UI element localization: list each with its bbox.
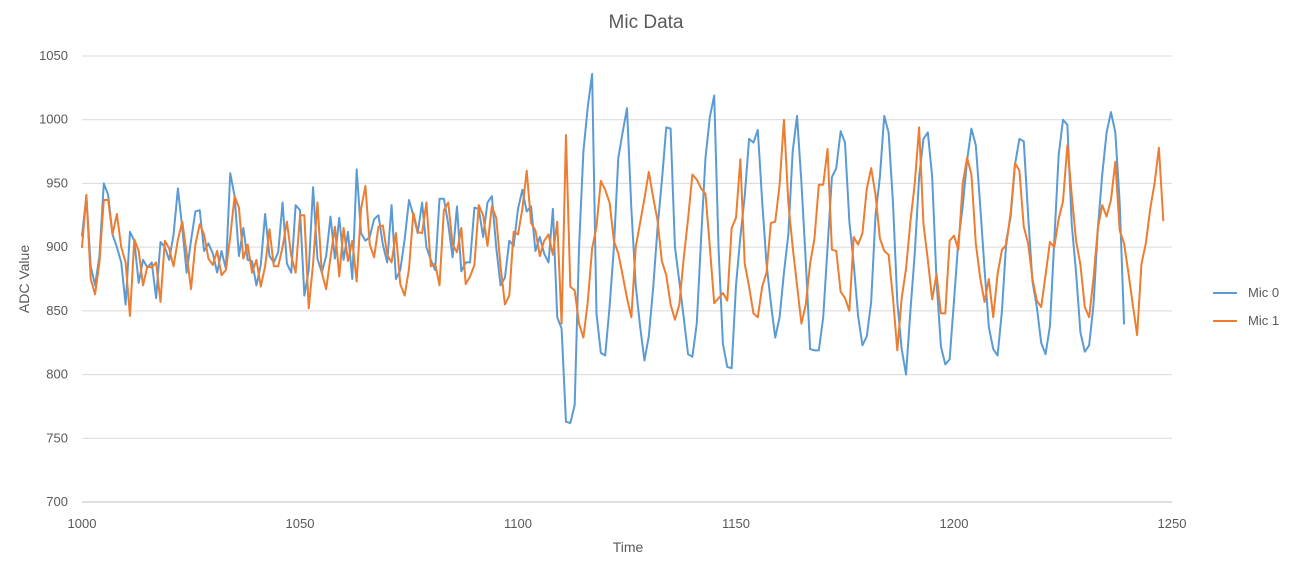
series-line-mic-1 (81, 118, 1165, 352)
y-tick-label: 1000 (39, 112, 68, 127)
y-tick-label: 1050 (39, 48, 68, 63)
y-tick-label: 800 (46, 367, 68, 382)
series-line-mic-0 (81, 72, 1126, 424)
y-axis-title: ADC Value (16, 245, 32, 313)
y-tick-label: 900 (46, 239, 68, 254)
y-tick-label: 700 (46, 494, 68, 509)
x-tick-label: 1200 (940, 516, 969, 531)
series-lines (81, 72, 1165, 424)
y-tick-label: 950 (46, 175, 68, 190)
x-tick-label: 1000 (68, 516, 97, 531)
x-tick-label: 1150 (722, 516, 750, 531)
y-tick-label: 750 (46, 430, 68, 445)
chart-title: Mic Data (609, 12, 684, 33)
x-tick-label: 1250 (1158, 516, 1187, 531)
x-tick-label: 1050 (286, 516, 315, 531)
tick-labels: 700 750 800 850 900 950 1000 1050 1000 1050 1100 11… (39, 48, 1186, 531)
y-tick-label: 850 (46, 303, 68, 318)
legend-label: Mic 0 (1248, 285, 1279, 300)
x-axis-title: Time (613, 539, 644, 555)
x-tick-label: 1100 (504, 516, 532, 531)
legend-label: Mic 1 (1248, 313, 1279, 328)
legend: Mic 0 Mic 1 (1213, 285, 1279, 328)
